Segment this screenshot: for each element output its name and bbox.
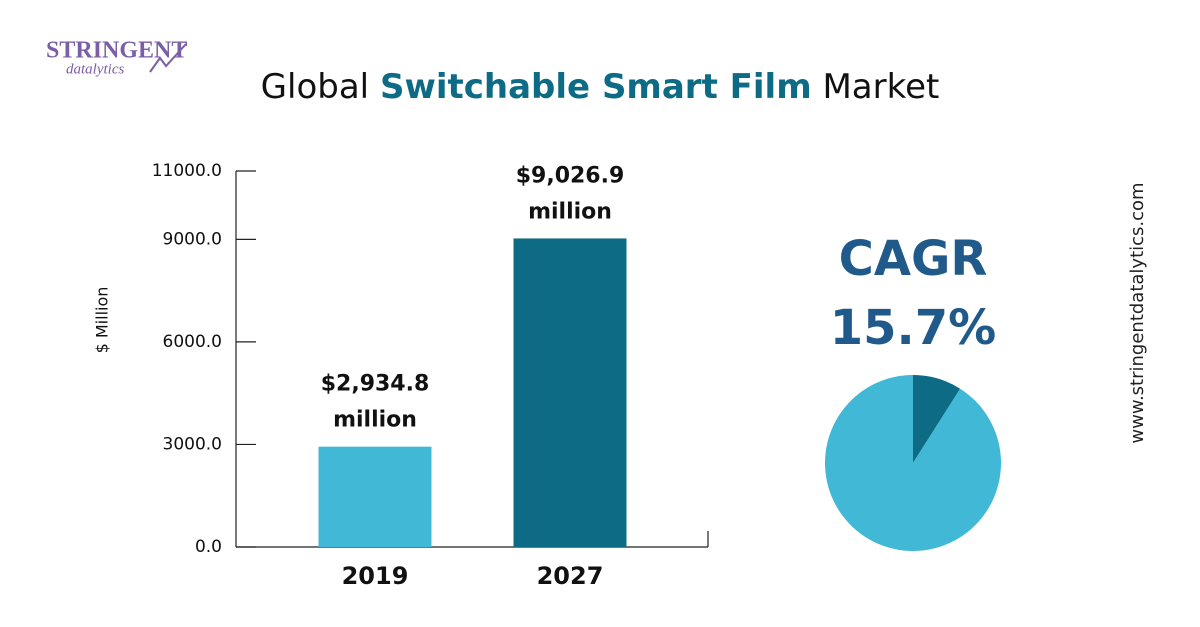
- value-label-line: $2,934.8: [321, 372, 430, 397]
- website: www.stringentdatalytics.com: [1127, 182, 1148, 443]
- value-label: $9,026.9 million: [516, 163, 625, 224]
- x-tick-label: 2019: [342, 562, 409, 590]
- cagr-label: CAGR: [839, 231, 988, 287]
- y-tick-label: 6000.0: [163, 332, 222, 352]
- logo-bottom: datalytics: [66, 61, 124, 77]
- y-tick-label: 9000.0: [163, 229, 222, 249]
- x-tick-label: 2027: [537, 562, 604, 590]
- value-label-line: $9,026.9: [516, 163, 625, 188]
- y-axis-label: $ Million: [93, 287, 112, 354]
- y-tick-label: 3000.0: [163, 434, 222, 454]
- y-tick-label: 0.0: [195, 537, 222, 557]
- title-part: Market: [822, 67, 939, 107]
- pie-slice: [825, 375, 1002, 552]
- logo-mark: [149, 43, 187, 73]
- value-label: $2,934.8 million: [321, 372, 430, 433]
- value-label-line: million: [333, 408, 417, 433]
- title-part: Global: [261, 67, 369, 107]
- cagr-value: 15.7%: [830, 300, 997, 356]
- logo-top: STRINGENT: [46, 38, 187, 64]
- pie-slice: [913, 375, 961, 463]
- chart-title: Global Switchable Smart Film Market: [261, 67, 940, 107]
- value-label-line: million: [528, 199, 612, 224]
- bar: [318, 446, 432, 547]
- bar: [513, 238, 627, 547]
- title-highlight: Switchable Smart Film: [380, 67, 812, 107]
- y-tick-label: 11000.0: [152, 161, 222, 181]
